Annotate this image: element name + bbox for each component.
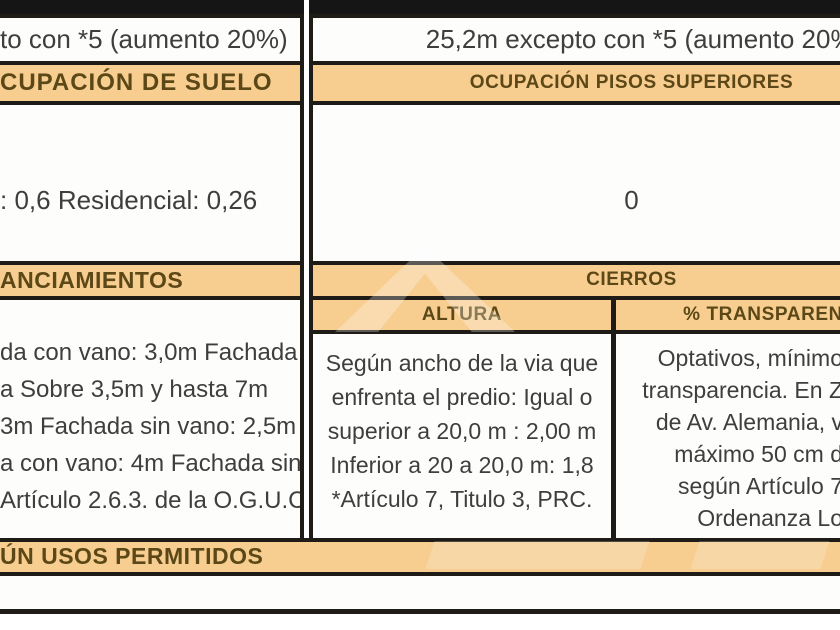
cierros-label: CIERROS bbox=[586, 269, 677, 290]
cell-top-left-value: to con *5 (aumento 20%) bbox=[0, 14, 304, 61]
subheader-altura: ALTURA bbox=[309, 296, 616, 330]
transparencia-line: de Av. Alemania, v bbox=[655, 409, 840, 435]
altura-line: Inferior a 20 a 20,0 m: 1,8 bbox=[330, 452, 594, 478]
cell-empty-bottom-row bbox=[0, 572, 840, 614]
altura-label: ALTURA bbox=[421, 304, 503, 325]
altura-line: Según ancho de la via que bbox=[325, 350, 599, 376]
top-right-text: 25,2m excepto con *5 (aumento 20%) bbox=[425, 24, 840, 54]
altura-line: *Artículo 7, Titulo 3, PRC. bbox=[331, 486, 593, 512]
transparencia-line: máximo 50 cm d bbox=[674, 441, 840, 467]
altura-line: superior a 20,0 m : 2,00 m bbox=[327, 418, 597, 444]
distanciamientos-line: a Sobre 3,5m y hasta 7m bbox=[0, 376, 269, 403]
cell-distanciamientos-content: da con vano: 3,0m Fachada a Sobre 3,5m y… bbox=[0, 296, 304, 538]
transparencia-line: según Artículo 7 bbox=[678, 473, 840, 499]
transparencia-line: transparencia. En Z bbox=[642, 377, 840, 403]
distanciamientos-label: ANCIAMIENTOS bbox=[0, 267, 184, 293]
header-cierros: CIERROS bbox=[309, 261, 840, 296]
top-black-bar-right bbox=[309, 0, 840, 14]
header-distanciamientos: ANCIAMIENTOS bbox=[0, 261, 304, 296]
ocupacion-suelo-label: CUPACIÓN DE SUELO bbox=[0, 69, 273, 96]
cell-transparencia-content: Optativos, mínimo transparencia. En Z de… bbox=[616, 330, 840, 538]
header-ocupacion-pisos-superiores: OCUPACIÓN PISOS SUPERIORES bbox=[309, 61, 840, 101]
usos-permitidos-label: ÚN USOS PERMITIDOS bbox=[0, 543, 264, 569]
top-left-text: to con *5 (aumento 20%) bbox=[0, 24, 288, 54]
cell-top-right-value: 25,2m excepto con *5 (aumento 20%) bbox=[309, 14, 840, 61]
distanciamientos-line: Artículo 2.6.3. de la O.G.U.C. bbox=[0, 487, 304, 514]
altura-line: enfrenta el predio: Igual o bbox=[331, 384, 593, 410]
pisos-superiores-label: OCUPACIÓN PISOS SUPERIORES bbox=[469, 72, 794, 93]
header-ocupacion-de-suelo: CUPACIÓN DE SUELO bbox=[0, 61, 304, 101]
top-black-bar-left bbox=[0, 0, 304, 14]
distanciamientos-line: 3m Fachada sin vano: 2,5m bbox=[0, 413, 297, 440]
distanciamientos-line: a con vano: 4m Fachada sin bbox=[0, 450, 302, 477]
distanciamientos-line: da con vano: 3,0m Fachada bbox=[0, 339, 298, 366]
header-usos-permitidos: ÚN USOS PERMITIDOS bbox=[0, 538, 840, 572]
cell-altura-content: Según ancho de la via que enfrenta el pr… bbox=[309, 330, 616, 538]
cell-pisos-superiores-value: 0 bbox=[309, 101, 840, 261]
transparencia-line: Optativos, mínimo bbox=[657, 345, 840, 371]
transparencia-label: % TRANSPAREN bbox=[683, 304, 840, 325]
ocupacion-suelo-value: : 0,6 Residencial: 0,26 bbox=[0, 185, 258, 215]
transparencia-line: Ordenanza Lo bbox=[697, 505, 840, 531]
cell-ocupacion-suelo-value: : 0,6 Residencial: 0,26 bbox=[0, 101, 304, 261]
subheader-transparencia: % TRANSPAREN bbox=[616, 296, 840, 330]
pisos-superiores-value: 0 bbox=[624, 185, 639, 215]
